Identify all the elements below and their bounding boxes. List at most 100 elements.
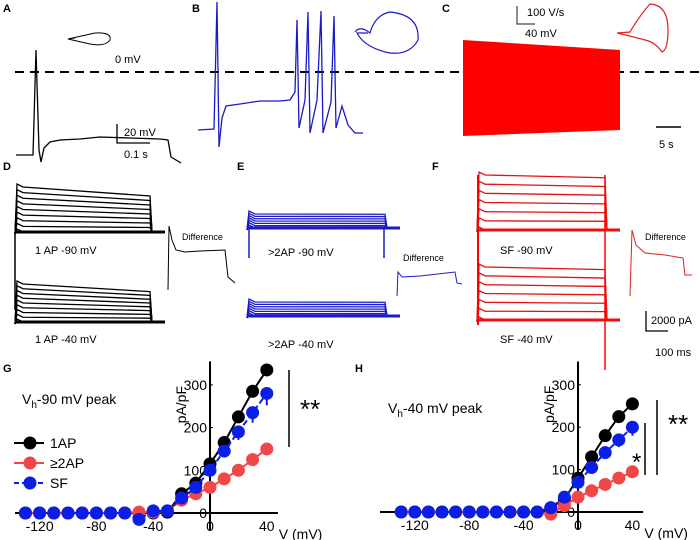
zero-mv-label: 0 mV bbox=[115, 54, 141, 66]
family-f-bottom-sweep bbox=[476, 271, 608, 323]
current-families bbox=[14, 170, 620, 370]
chart-title: Vh-90 mV peak bbox=[22, 391, 117, 411]
chart-title: Vh-40 mV peak bbox=[388, 400, 483, 420]
difference-trace-e bbox=[396, 270, 463, 297]
legend-label: ≥2AP bbox=[50, 455, 84, 471]
significance-marker: ** bbox=[668, 409, 688, 439]
x-tick-label: -40 bbox=[513, 517, 533, 533]
label-f-top: SF -90 mV bbox=[500, 245, 553, 257]
data-point-SF bbox=[18, 506, 32, 520]
y-tick-label: 0 bbox=[567, 504, 575, 520]
data-point-SF bbox=[449, 505, 463, 519]
data-point-SF bbox=[89, 506, 103, 520]
significance-marker: ** bbox=[300, 394, 320, 424]
x-tick-label: 40 bbox=[259, 518, 275, 534]
data-point-≥2AP bbox=[598, 477, 612, 491]
data-point-SF bbox=[160, 504, 174, 518]
legend-marker-≥2AP bbox=[23, 456, 37, 470]
panel-letter-f: F bbox=[432, 161, 439, 173]
phase-loop-a bbox=[67, 32, 111, 46]
y-axis-label: pA/pF bbox=[173, 386, 189, 423]
x-tick-label: 0 bbox=[574, 517, 582, 533]
x-tick-label: 0 bbox=[206, 518, 214, 534]
y-tick-label: 0 bbox=[199, 505, 207, 521]
data-point-SF bbox=[33, 506, 47, 520]
panel-letter-c: C bbox=[442, 3, 450, 15]
data-point-SF bbox=[189, 480, 203, 494]
data-point-SF bbox=[585, 460, 599, 474]
scale-bar-f bbox=[645, 311, 668, 332]
data-point-SF bbox=[61, 506, 75, 520]
x-tick-label: -120 bbox=[26, 518, 54, 534]
iv-chart-h: 0 100 200 300 -120 -80 -40 0 40 V (mV) pA/pF Vh-40 … bbox=[380, 361, 688, 540]
data-point-≥2AP bbox=[231, 463, 245, 477]
panel-letter-d: D bbox=[3, 161, 11, 173]
data-point-SF bbox=[132, 512, 146, 526]
data-point-SF bbox=[421, 505, 435, 519]
data-point-1AP bbox=[585, 450, 599, 464]
data-point-SF bbox=[408, 505, 422, 519]
y-tick-label: 100 bbox=[552, 462, 576, 478]
family-e-top-sweep bbox=[246, 209, 388, 231]
legend-marker-1AP bbox=[23, 436, 37, 450]
data-point-SF bbox=[104, 506, 118, 520]
data-point-SF bbox=[217, 444, 231, 458]
x-tick-label: -120 bbox=[401, 517, 429, 533]
x-tick-label: -80 bbox=[86, 518, 106, 534]
family-d-bottom-sweep bbox=[14, 298, 153, 325]
data-point-SF bbox=[598, 446, 612, 460]
panel-letter-h: H bbox=[355, 363, 363, 375]
data-point-SF bbox=[462, 505, 476, 519]
data-point-SF bbox=[203, 463, 217, 477]
data-point-1AP bbox=[625, 397, 639, 411]
data-point-SF bbox=[557, 490, 571, 504]
data-point-1AP bbox=[231, 410, 245, 424]
panel-letter-e: E bbox=[237, 161, 244, 173]
x-axis-label: V (mV) bbox=[644, 525, 688, 540]
label-d-bottom: 1 AP -40 mV bbox=[35, 334, 97, 346]
y-tick-label: 300 bbox=[552, 377, 576, 393]
family-e-bottom-sweep bbox=[246, 297, 388, 319]
data-point-SF bbox=[47, 506, 61, 520]
data-point-1AP bbox=[246, 384, 260, 398]
trace-a bbox=[16, 49, 182, 164]
data-point-≥2AP bbox=[571, 490, 585, 504]
data-point-SF bbox=[625, 420, 639, 434]
data-point-1AP bbox=[260, 363, 274, 377]
label-f-diff: Difference bbox=[645, 232, 686, 242]
data-point-SF bbox=[530, 505, 544, 519]
panel-letter-a: A bbox=[3, 3, 11, 15]
data-point-SF bbox=[503, 505, 517, 519]
scale-a-voltage: 20 mV bbox=[124, 127, 156, 139]
x-tick-label: 40 bbox=[625, 517, 641, 533]
data-point-≥2AP bbox=[246, 453, 260, 467]
label-e-bottom: >2AP -40 mV bbox=[268, 339, 334, 351]
y-tick-label: 300 bbox=[184, 377, 208, 393]
phase-loop-b bbox=[354, 11, 419, 54]
y-tick-label: 200 bbox=[184, 420, 208, 436]
scale-f-time: 100 ms bbox=[655, 347, 692, 359]
data-point-≥2AP bbox=[260, 442, 274, 456]
difference-trace-d bbox=[167, 225, 236, 291]
panel-letter-g: G bbox=[3, 363, 12, 375]
legend-label: 1AP bbox=[50, 435, 76, 451]
data-point-SF bbox=[435, 505, 449, 519]
data-point-≥2AP bbox=[217, 472, 231, 486]
data-point-SF bbox=[175, 491, 189, 505]
data-point-≥2AP bbox=[612, 471, 626, 485]
label-e-diff: Difference bbox=[403, 253, 444, 263]
data-point-SF bbox=[544, 501, 558, 515]
data-point-≥2AP bbox=[625, 465, 639, 479]
data-point-SF bbox=[146, 504, 160, 518]
legend-marker-SF bbox=[23, 476, 37, 490]
data-point-SF bbox=[118, 506, 132, 520]
data-point-1AP bbox=[598, 429, 612, 443]
family-f-bottom-sweep bbox=[476, 289, 608, 323]
phase-loop-c bbox=[616, 3, 669, 53]
x-tick-label: -40 bbox=[143, 518, 163, 534]
data-point-SF bbox=[571, 475, 585, 489]
family-f-top-sweep bbox=[476, 180, 608, 233]
data-point-SF bbox=[489, 505, 503, 519]
significance-marker: * bbox=[632, 449, 641, 476]
